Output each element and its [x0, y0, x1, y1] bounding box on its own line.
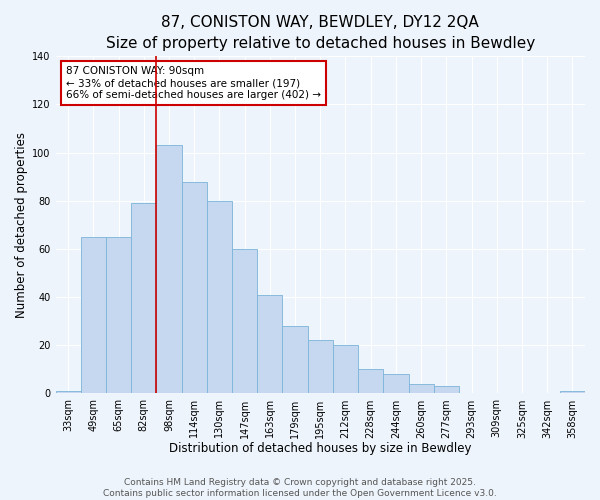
- Bar: [131, 203, 157, 394]
- Title: 87, CONISTON WAY, BEWDLEY, DY12 2QA
Size of property relative to detached houses: 87, CONISTON WAY, BEWDLEY, DY12 2QA Size…: [106, 15, 535, 51]
- Bar: [81, 237, 106, 394]
- Bar: [56, 391, 81, 394]
- Bar: [157, 146, 182, 394]
- Bar: [283, 326, 308, 394]
- Bar: [560, 391, 585, 394]
- Bar: [257, 294, 283, 394]
- Bar: [409, 384, 434, 394]
- Text: Contains HM Land Registry data © Crown copyright and database right 2025.
Contai: Contains HM Land Registry data © Crown c…: [103, 478, 497, 498]
- Text: 87 CONISTON WAY: 90sqm
← 33% of detached houses are smaller (197)
66% of semi-de: 87 CONISTON WAY: 90sqm ← 33% of detached…: [66, 66, 321, 100]
- Bar: [106, 237, 131, 394]
- X-axis label: Distribution of detached houses by size in Bewdley: Distribution of detached houses by size …: [169, 442, 472, 455]
- Y-axis label: Number of detached properties: Number of detached properties: [15, 132, 28, 318]
- Bar: [383, 374, 409, 394]
- Bar: [308, 340, 333, 394]
- Bar: [333, 346, 358, 394]
- Bar: [358, 370, 383, 394]
- Bar: [207, 201, 232, 394]
- Bar: [232, 249, 257, 394]
- Bar: [182, 182, 207, 394]
- Bar: [434, 386, 459, 394]
